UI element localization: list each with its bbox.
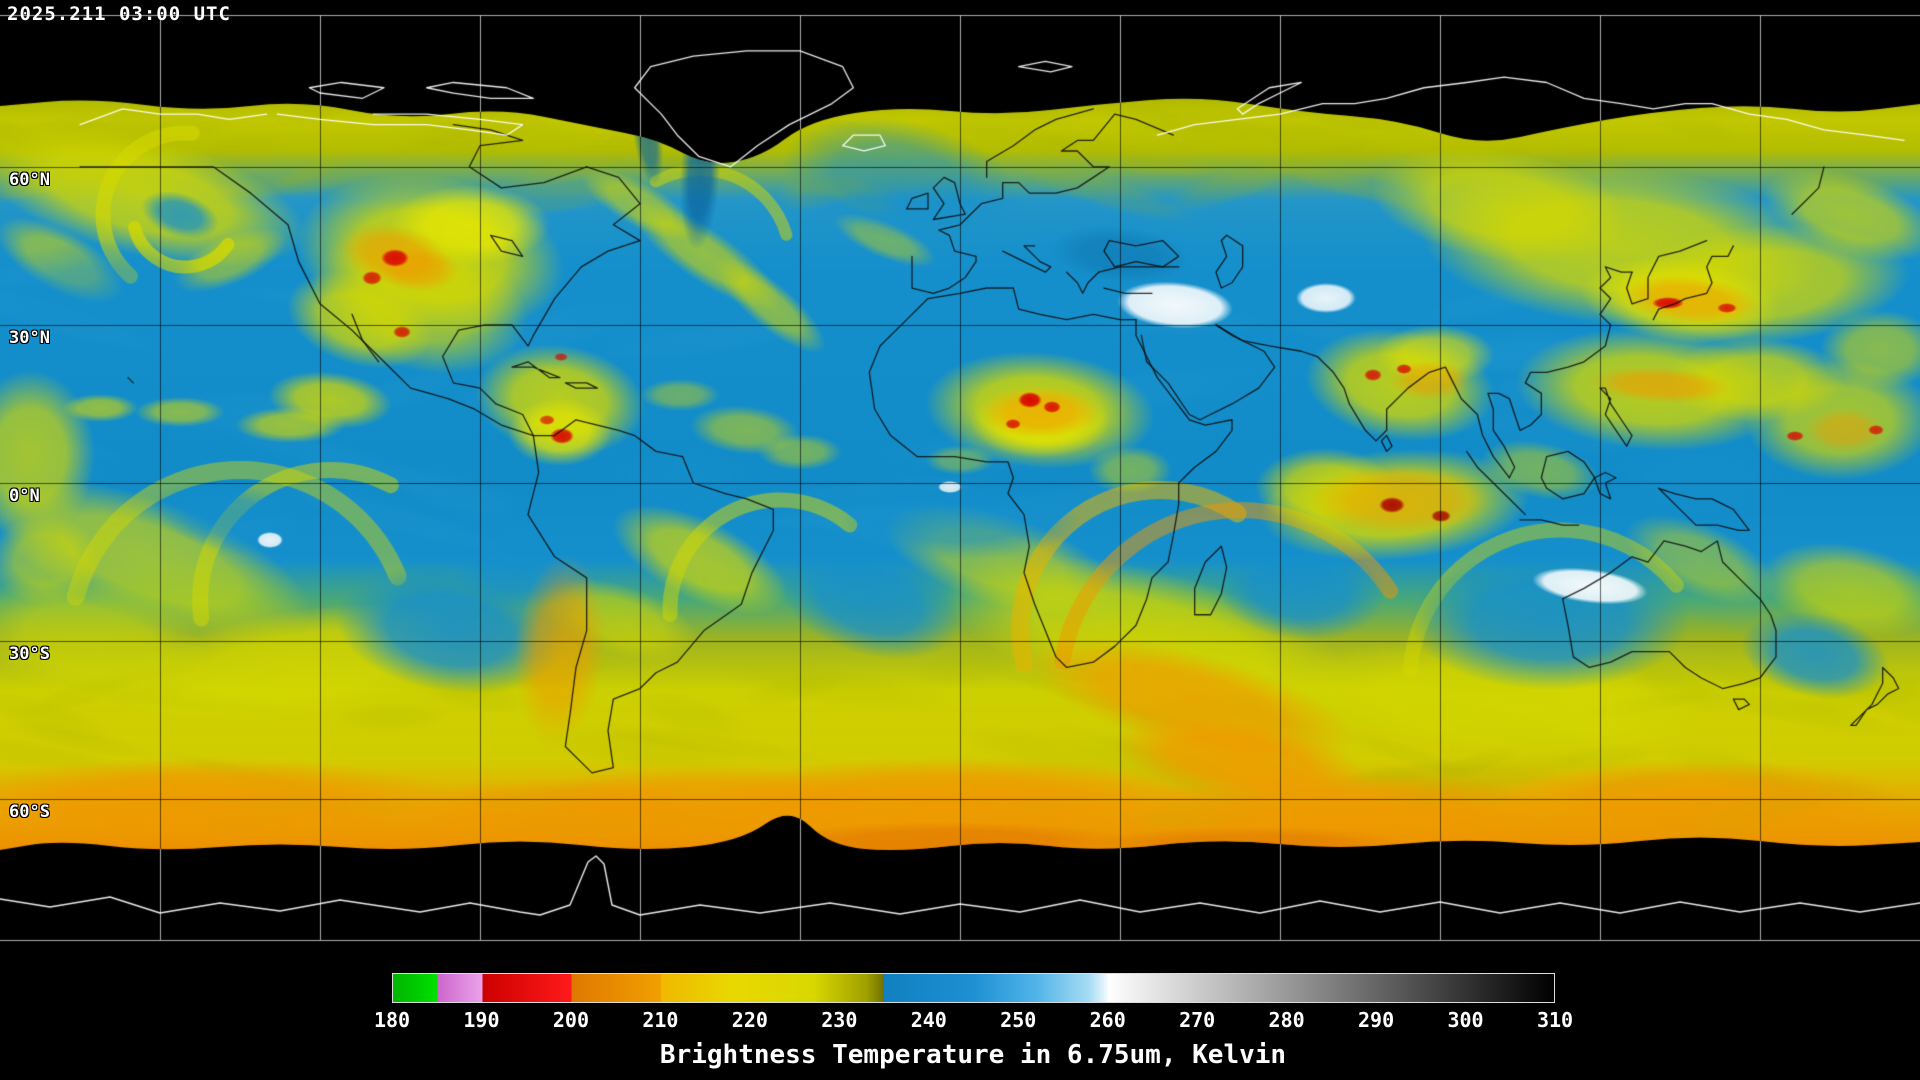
colorbar-tick-label: 300 (1447, 1008, 1484, 1032)
timestamp: 2025.211 03:00 UTC (7, 3, 231, 25)
colorbar-tick-label: 270 (1179, 1008, 1216, 1032)
colorbar-tick-label: 280 (1268, 1008, 1305, 1032)
colorbar-tick-label: 260 (1089, 1008, 1126, 1032)
colorbar-tick-label: 290 (1358, 1008, 1395, 1032)
colorbar-tick-label: 240 (910, 1008, 947, 1032)
colorbar-tick-label: 250 (1000, 1008, 1037, 1032)
latitude-label: 30°S (9, 644, 50, 664)
latitude-label: 0°N (9, 486, 40, 506)
colorbar-tick-label: 180 (373, 1008, 411, 1032)
colorbar-tick-label: 190 (463, 1008, 500, 1032)
latitude-label: 30°N (9, 328, 50, 348)
colorbar-ticks: 180 190 200 210 220 230 240 250 260 270 280 290 300 3… (374, 1008, 1573, 1034)
colorbar-gradient (392, 973, 1555, 1003)
latitude-label: 60°N (9, 170, 50, 190)
colorbar-tick-label: 230 (821, 1008, 858, 1032)
colorbar-caption: Brightness Temperature in 6.75um, Kelvin (659, 1040, 1287, 1070)
colorbar-tick-label: 200 (552, 1008, 589, 1032)
colorbar-tick-label: 220 (731, 1008, 768, 1032)
colorbar-tick-label: 310 (1536, 1008, 1574, 1032)
colorbar-tick-label: 210 (642, 1008, 679, 1032)
latitude-label: 60°S (9, 802, 50, 822)
